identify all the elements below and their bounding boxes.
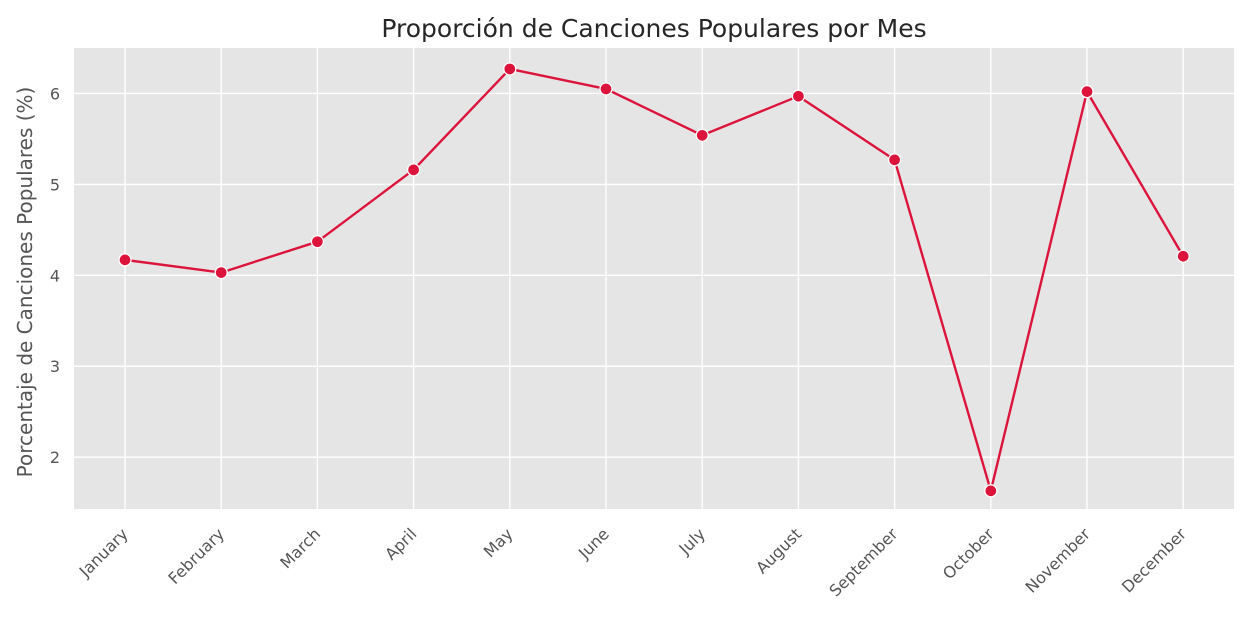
y-tick-label: 2: [50, 448, 60, 467]
data-point: [791, 89, 806, 103]
x-gridlines: [124, 48, 1184, 509]
x-tick-label: May: [480, 524, 517, 561]
y-tick-labels: 2 3 4 5 6: [50, 84, 60, 467]
y-tick-label: 6: [50, 84, 60, 103]
y-tick-label: 3: [50, 357, 60, 376]
x-tick-labels: January February March April May June July Augu…: [75, 524, 1191, 600]
series-line-group: [118, 62, 1190, 498]
x-tick-label: December: [1118, 524, 1190, 596]
data-point: [310, 235, 325, 249]
data-point: [599, 82, 613, 96]
data-point: [214, 265, 228, 280]
chart-title: Proporción de Canciones Populares por Me…: [381, 14, 926, 43]
x-tick-label: November: [1022, 524, 1095, 597]
data-point: [406, 163, 421, 177]
x-tick-label: February: [164, 524, 228, 588]
x-tick-label: January: [75, 524, 132, 581]
x-tick-label: October: [939, 524, 998, 583]
x-tick-label: April: [381, 524, 420, 563]
y-tick-label: 4: [50, 266, 60, 285]
data-point: [503, 62, 517, 76]
data-point: [1176, 249, 1190, 263]
x-tick-label: June: [574, 524, 613, 563]
data-point: [984, 484, 998, 498]
data-point: [887, 153, 902, 167]
data-point: [118, 253, 132, 267]
data-point: [1080, 84, 1094, 99]
y-gridlines: [74, 92, 1234, 458]
data-point: [695, 128, 709, 142]
y-axis-label: Porcentaje de Canciones Populares (%): [13, 87, 37, 478]
y-tick-label: 5: [50, 175, 60, 194]
plot-area: [74, 48, 1234, 509]
x-tick-label: July: [675, 524, 709, 558]
x-tick-label: August: [752, 524, 805, 577]
x-tick-label: September: [825, 524, 901, 600]
x-tick-label: March: [276, 524, 324, 572]
series-line: [124, 67, 1185, 493]
